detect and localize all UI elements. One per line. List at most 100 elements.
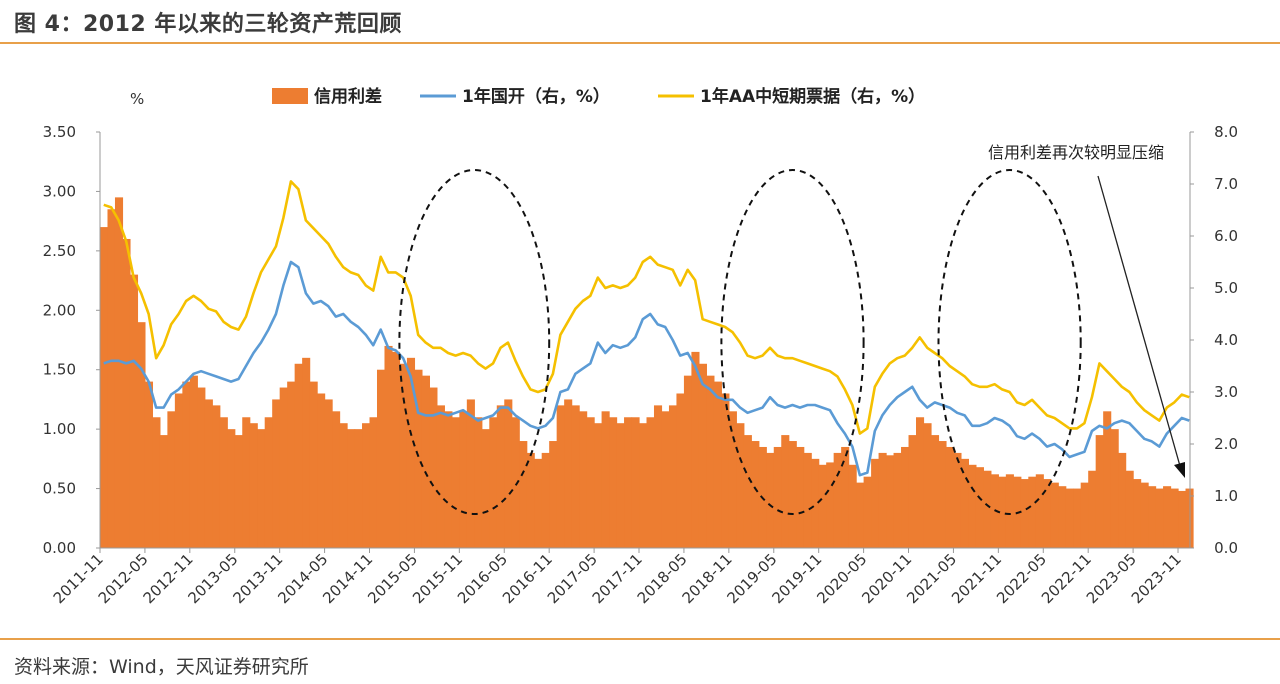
spread-bar bbox=[616, 423, 625, 548]
spread-bar bbox=[294, 363, 303, 548]
spread-bar bbox=[1073, 488, 1082, 548]
spread-bar bbox=[1065, 488, 1074, 548]
spread-bar bbox=[1133, 479, 1142, 548]
right-tick-label: 2.0 bbox=[1214, 435, 1238, 453]
spread-bar bbox=[279, 387, 288, 548]
spread-bar bbox=[953, 452, 962, 548]
spread-bar bbox=[975, 467, 984, 548]
spread-bar bbox=[833, 452, 842, 548]
spread-bar bbox=[100, 227, 109, 548]
spread-bar bbox=[1103, 411, 1112, 548]
x-tick-label: 2023-11 bbox=[1128, 550, 1185, 607]
spread-bar bbox=[324, 399, 333, 548]
right-tick-label: 7.0 bbox=[1214, 175, 1238, 193]
spread-bar bbox=[1050, 482, 1059, 548]
highlight-ellipse bbox=[398, 169, 551, 515]
spread-bar bbox=[586, 417, 595, 548]
spread-bar bbox=[698, 363, 707, 548]
right-tick-label: 8.0 bbox=[1214, 123, 1238, 141]
spread-bar bbox=[706, 375, 715, 548]
spread-bar bbox=[923, 423, 932, 548]
left-tick-label: 2.50 bbox=[43, 242, 76, 260]
spread-bar bbox=[362, 423, 371, 548]
spread-bar bbox=[1178, 490, 1187, 548]
right-tick-label: 1.0 bbox=[1214, 487, 1238, 505]
spread-bar bbox=[332, 411, 341, 548]
spread-bar bbox=[204, 399, 213, 548]
spread-bar bbox=[384, 345, 393, 548]
spread-bar bbox=[826, 462, 835, 548]
spread-bar bbox=[930, 435, 940, 548]
cdb-1y-line bbox=[103, 260, 1190, 477]
spread-bar bbox=[429, 387, 438, 548]
spread-bar bbox=[159, 435, 168, 548]
spread-bar bbox=[766, 452, 775, 548]
spread-bar bbox=[661, 411, 670, 548]
spread-bar bbox=[668, 405, 678, 548]
spread-bar bbox=[736, 423, 745, 548]
spread-bar bbox=[938, 441, 947, 548]
spread-bar bbox=[631, 417, 640, 548]
spread-bar bbox=[773, 446, 782, 548]
spread-bar bbox=[1095, 435, 1104, 548]
spread-bar bbox=[646, 417, 655, 548]
spread-bar bbox=[1170, 488, 1179, 548]
spread-bar bbox=[474, 417, 483, 548]
spread-bar bbox=[399, 363, 408, 548]
spread-bar bbox=[212, 405, 221, 548]
spread-bar bbox=[751, 441, 760, 548]
right-tick-label: 6.0 bbox=[1214, 227, 1238, 245]
spread-bar bbox=[728, 411, 737, 548]
legend-label: 信用利差 bbox=[314, 86, 382, 107]
spread-bar bbox=[376, 369, 386, 548]
spread-bar bbox=[414, 369, 423, 548]
spread-bar bbox=[571, 405, 580, 548]
spread-bar bbox=[354, 429, 363, 548]
spread-bar bbox=[1118, 452, 1127, 548]
spread-bar bbox=[541, 452, 550, 548]
left-axis-unit: % bbox=[130, 90, 144, 108]
top-divider bbox=[0, 42, 1280, 44]
spread-bar bbox=[137, 322, 146, 548]
spread-bar bbox=[983, 470, 992, 548]
left-tick-label: 3.00 bbox=[43, 182, 76, 200]
spread-bar bbox=[174, 393, 183, 548]
spread-bar bbox=[496, 405, 505, 548]
spread-bar bbox=[391, 351, 401, 548]
spread-bar bbox=[1125, 470, 1134, 548]
spread-bar bbox=[788, 441, 797, 548]
spread-bar bbox=[152, 417, 161, 548]
spread-bar bbox=[1140, 482, 1149, 548]
right-tick-label: 4.0 bbox=[1214, 331, 1238, 349]
spread-bar bbox=[639, 423, 648, 548]
spread-bar bbox=[818, 464, 827, 548]
spread-bar bbox=[893, 452, 902, 548]
spread-bar bbox=[908, 435, 917, 548]
spread-bar bbox=[1163, 486, 1172, 548]
spread-bar bbox=[564, 399, 573, 548]
spread-bar bbox=[504, 399, 513, 548]
spread-bar bbox=[219, 417, 228, 548]
spread-bar bbox=[459, 411, 468, 548]
spread-bar bbox=[264, 417, 273, 548]
right-tick-label: 3.0 bbox=[1214, 383, 1238, 401]
spread-bar bbox=[863, 476, 872, 548]
spread-bar bbox=[841, 446, 850, 548]
spread-bar bbox=[1043, 479, 1052, 548]
spread-bar bbox=[1020, 479, 1029, 548]
left-tick-label: 2.00 bbox=[43, 301, 76, 319]
spread-bar bbox=[796, 446, 805, 548]
credit-spread-chart: 0.00 0.50 1.00 1.50 2.00 2.50 3.00 3.50 0.0 1.0 2.… bbox=[43, 86, 1238, 607]
spread-bar bbox=[257, 429, 266, 548]
spread-bar bbox=[601, 411, 610, 548]
spread-bar bbox=[1088, 470, 1097, 548]
spread-bar bbox=[856, 482, 865, 548]
spread-bar bbox=[1080, 482, 1089, 548]
left-tick-label: 1.00 bbox=[43, 420, 76, 438]
spread-bar bbox=[556, 405, 565, 548]
spread-bar bbox=[916, 417, 925, 548]
spread-bar bbox=[1155, 488, 1164, 548]
spread-bar bbox=[713, 381, 722, 548]
spread-bar bbox=[594, 423, 603, 548]
spread-bar bbox=[182, 381, 191, 548]
